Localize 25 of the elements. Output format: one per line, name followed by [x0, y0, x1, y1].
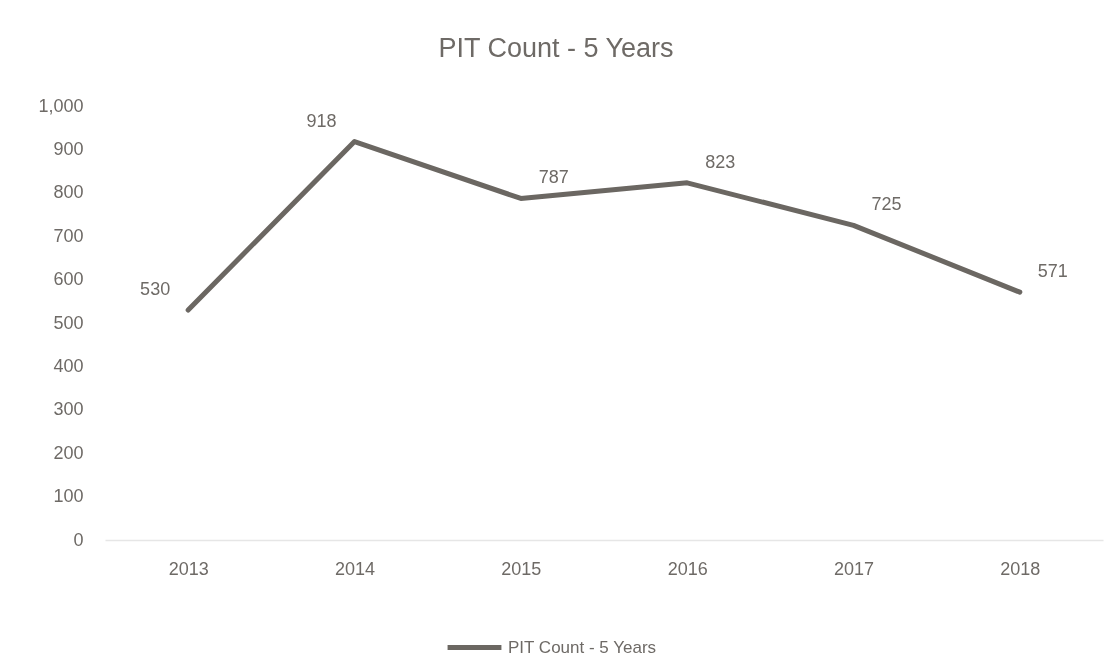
x-tick-label: 2016 — [667, 558, 708, 579]
data-label: 571 — [1037, 261, 1068, 282]
data-label: 530 — [140, 278, 171, 299]
data-label: 787 — [538, 167, 569, 188]
data-label: 823 — [705, 151, 736, 172]
y-tick-label: 200 — [53, 442, 84, 463]
y-tick-label: 1,000 — [38, 95, 84, 116]
data-label: 918 — [306, 110, 337, 131]
x-tick-label: 2018 — [1000, 558, 1041, 579]
y-tick-label: 400 — [53, 355, 84, 376]
legend-label: PIT Count - 5 Years — [508, 637, 657, 657]
x-tick-label: 2015 — [501, 558, 542, 579]
x-tick-label: 2014 — [334, 558, 376, 579]
data-label: 725 — [871, 194, 902, 215]
y-tick-label: 600 — [53, 269, 84, 290]
y-tick-label: 500 — [53, 312, 84, 333]
y-tick-label: 0 — [73, 529, 84, 550]
y-tick-label: 300 — [53, 399, 84, 420]
x-tick-label: 2017 — [833, 558, 875, 579]
x-tick-label: 2013 — [168, 558, 209, 579]
y-tick-label: 900 — [53, 138, 84, 159]
y-tick-label: 700 — [53, 225, 84, 246]
y-tick-label: 100 — [53, 486, 84, 507]
y-tick-label: 800 — [53, 182, 84, 203]
chart-title: PIT Count - 5 Years — [438, 33, 674, 63]
